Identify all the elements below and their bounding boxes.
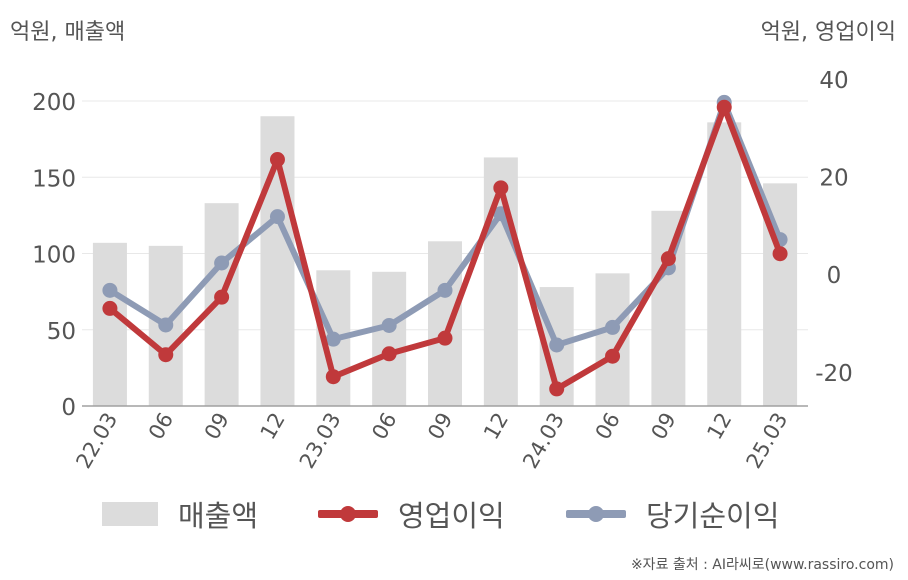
right-tick-label: 0 [827, 263, 842, 289]
operating-profit-point-0 [102, 300, 118, 316]
operating-profit-point-4 [325, 369, 341, 385]
x-tick-label: 12 [702, 409, 736, 444]
left-tick-label: 150 [32, 166, 76, 192]
operating-profit-point-12 [772, 246, 788, 262]
operating-profit-point-8 [549, 381, 565, 397]
left-axis-unit-label: 억원, 매출액 [10, 20, 126, 45]
right-axis-unit-label: 억원, 영업이익 [760, 20, 896, 45]
bar-6 [428, 241, 462, 406]
left-tick-label: 200 [32, 90, 76, 116]
net-income-point-1 [158, 317, 174, 333]
left-tick-label: 0 [61, 395, 76, 421]
legend-swatch-revenue [102, 502, 158, 526]
left-tick-label: 100 [32, 243, 76, 269]
x-tick-label: 06 [591, 409, 625, 444]
net-income-point-5 [381, 317, 397, 333]
legend-item-revenue: 매출액 [102, 492, 258, 536]
x-tick-label: 22.03 [71, 409, 122, 473]
right-tick-label: 20 [819, 166, 848, 192]
net-income-point-3 [269, 209, 285, 225]
left-tick-label: 50 [47, 319, 76, 345]
legend-item-operating-profit: 영업이익 [318, 492, 505, 536]
legend-label-operating-profit: 영업이익 [398, 499, 505, 533]
bar-0 [92, 242, 127, 406]
operating-profit-point-3 [269, 152, 285, 168]
legend-label-revenue: 매출액 [178, 499, 259, 533]
chart-legend: 매출액 영업이익 당기순이익 [0, 492, 908, 536]
net-income-point-9 [605, 319, 621, 335]
legend-label-net-income: 당기순이익 [646, 499, 780, 533]
operating-profit-point-11 [716, 99, 732, 115]
bar-5 [372, 271, 407, 406]
net-income-point-2 [214, 255, 230, 271]
x-tick-label: 09 [647, 409, 681, 444]
x-tick-label: 23.03 [295, 409, 346, 473]
net-income-point-6 [437, 282, 453, 298]
operating-profit-point-2 [214, 289, 230, 305]
net-income-point-8 [549, 337, 565, 353]
x-tick-label: 09 [423, 409, 457, 444]
operating-profit-point-6 [437, 330, 453, 346]
operating-profit-point-1 [158, 347, 174, 363]
x-tick-label: 09 [200, 409, 234, 444]
operating-profit-point-5 [381, 346, 397, 362]
x-tick-label: 24.03 [518, 409, 569, 473]
right-tick-label: 40 [819, 68, 848, 94]
x-tick-label: 12 [479, 409, 513, 444]
x-tick-label: 06 [367, 409, 401, 444]
source-note: ※자료 출처 : AI라씨로(www.rassiro.com) [630, 557, 894, 573]
x-tick-label: 25.03 [742, 409, 793, 473]
bar-11 [707, 122, 742, 406]
x-tick-label: 06 [144, 409, 178, 444]
net-income-point-0 [102, 282, 118, 298]
net-income-point-4 [325, 331, 341, 347]
right-tick-label: -20 [815, 361, 853, 387]
legend-swatch-net-income [566, 502, 626, 526]
x-tick-label: 12 [256, 409, 290, 444]
operating-profit-point-10 [660, 251, 676, 267]
legend-swatch-operating-profit [318, 502, 378, 526]
operating-profit-point-9 [605, 348, 621, 364]
operating-profit-point-7 [493, 180, 509, 196]
legend-item-net-income: 당기순이익 [566, 492, 779, 536]
